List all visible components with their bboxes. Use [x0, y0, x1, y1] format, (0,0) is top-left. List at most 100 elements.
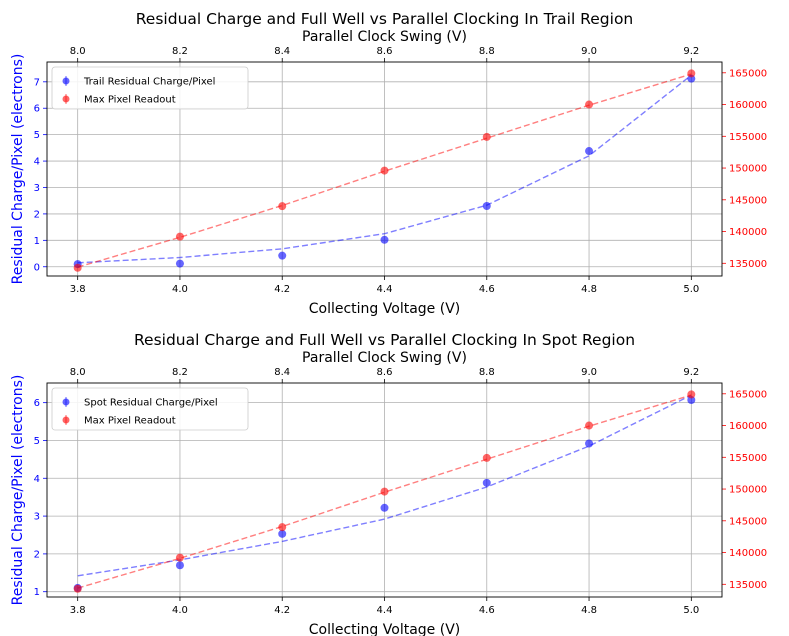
x-tick-label: 4.6: [479, 284, 495, 295]
x-tick-label: 4.2: [274, 605, 290, 616]
residual-charge-point: [380, 503, 389, 512]
y2-tick-label: 135000: [729, 259, 767, 270]
legend-marker: [62, 95, 70, 103]
y-tick-label: 4: [34, 474, 40, 485]
y-tick-label: 2: [34, 209, 40, 220]
x2-tick-label: 8.2: [172, 46, 188, 57]
legend-marker: [62, 77, 70, 85]
y2-tick-label: 155000: [729, 453, 767, 464]
x-tick-label: 4.8: [581, 284, 597, 295]
y-tick-label: 0: [34, 262, 40, 273]
x2-tick-label: 8.0: [70, 46, 86, 57]
y-tick-label: 5: [34, 130, 40, 141]
y2-tick-label: 155000: [729, 132, 767, 143]
y-tick-label: 4: [34, 157, 40, 168]
x-tick-label: 4.4: [377, 605, 393, 616]
chart-panel-1: 3.8 8.0 4.0 8.2 4.2 8.4 4.4 8.6 4.6 8.8 4.8 9.0 5.0 9…: [10, 10, 767, 317]
y2-tick-label: 150000: [729, 485, 767, 496]
max-pixel-readout-point: [278, 523, 287, 532]
chart-panel-2: 3.8 8.0 4.0 8.2 4.2 8.4 4.4 8.6 4.6 8.8 4.8 9.0 5.0 9…: [10, 331, 767, 636]
y-tick-label: 6: [34, 104, 40, 115]
y-tick-label: 7: [34, 77, 40, 88]
x-tick-label: 4.6: [479, 605, 495, 616]
y-tick-label: 3: [34, 183, 40, 194]
x2-tick-label: 8.8: [479, 367, 495, 378]
x2-tick-label: 9.0: [581, 367, 597, 378]
legend-label: Max Pixel Readout: [84, 416, 176, 427]
residual-charge-point: [175, 561, 184, 570]
max-pixel-readout-point: [380, 166, 389, 175]
y2-tick-label: 150000: [729, 164, 767, 175]
x2-tick-label: 8.6: [377, 46, 393, 57]
y-tick-label: 6: [34, 398, 40, 409]
residual-charge-point: [278, 251, 287, 260]
x2-tick-label: 8.6: [377, 367, 393, 378]
y2-tick-label: 145000: [729, 516, 767, 527]
x-tick-label: 4.0: [172, 284, 188, 295]
x2-tick-label: 8.8: [479, 46, 495, 57]
residual-charge-point: [585, 147, 594, 156]
legend-label: Trail Residual Charge/Pixel: [83, 77, 215, 88]
chart-title: Residual Charge and Full Well vs Paralle…: [134, 331, 635, 349]
legend-label: Spot Residual Charge/Pixel: [84, 398, 218, 409]
y-tick-label: 3: [34, 512, 40, 523]
y2-tick-label: 145000: [729, 195, 767, 206]
top-axis-label: Parallel Clock Swing (V): [302, 350, 467, 366]
max-pixel-readout-point: [687, 69, 696, 78]
legend-box: [51, 66, 249, 110]
axes-frame: [46, 61, 723, 277]
chart-title: Residual Charge and Full Well vs Paralle…: [136, 10, 634, 28]
x-tick-label: 4.2: [274, 284, 290, 295]
max-pixel-readout-point: [278, 202, 287, 211]
x2-tick-label: 8.2: [172, 367, 188, 378]
x2-tick-label: 9.0: [581, 46, 597, 57]
residual-charge-point: [482, 478, 491, 487]
x-tick-label: 4.8: [581, 605, 597, 616]
y2-tick-label: 160000: [729, 421, 767, 432]
y-tick-label: 2: [34, 549, 40, 560]
residual-charge-point: [482, 201, 491, 210]
max-pixel-readout-point: [175, 553, 184, 562]
x2-tick-label: 8.4: [274, 367, 290, 378]
fit-line-residual-charge: [77, 74, 692, 264]
legend-marker: [62, 398, 70, 406]
x2-tick-label: 8.4: [274, 46, 290, 57]
max-pixel-readout-point: [687, 390, 696, 399]
x-tick-label: 4.0: [172, 605, 188, 616]
x-tick-label: 5.0: [683, 284, 699, 295]
max-pixel-readout-point: [73, 263, 82, 272]
y2-tick-label: 135000: [729, 580, 767, 591]
residual-charge-point: [585, 439, 594, 448]
residual-charge-point: [687, 396, 696, 405]
legend-label: Max Pixel Readout: [84, 95, 176, 106]
x-tick-label: 3.8: [70, 605, 86, 616]
residual-charge-point: [278, 529, 287, 538]
y2-tick-label: 165000: [729, 389, 767, 400]
x-tick-label: 4.4: [377, 284, 393, 295]
legend-box: [51, 387, 249, 431]
x2-tick-label: 8.0: [70, 367, 86, 378]
x2-tick-label: 9.2: [683, 367, 699, 378]
axes-frame: [46, 382, 723, 598]
x-axis-label: Collecting Voltage (V): [309, 622, 460, 636]
legend: Spot Residual Charge/Pixel Max Pixel Read…: [51, 387, 249, 431]
y2-tick-label: 165000: [729, 68, 767, 79]
y2-tick-label: 140000: [729, 548, 767, 559]
max-pixel-readout-point: [585, 100, 594, 109]
residual-charge-point: [380, 235, 389, 244]
max-pixel-readout-point: [585, 421, 594, 430]
y2-tick-label: 140000: [729, 227, 767, 238]
legend: Trail Residual Charge/Pixel Max Pixel Rea…: [51, 66, 249, 110]
y2-tick-label: 160000: [729, 100, 767, 111]
y-tick-label: 5: [34, 436, 40, 447]
x2-tick-label: 9.2: [683, 46, 699, 57]
max-pixel-readout-point: [175, 232, 184, 241]
x-axis-label: Collecting Voltage (V): [309, 301, 460, 317]
max-pixel-readout-point: [73, 584, 82, 593]
top-axis-label: Parallel Clock Swing (V): [302, 29, 467, 45]
max-pixel-readout-point: [482, 132, 491, 141]
x-tick-label: 5.0: [683, 605, 699, 616]
y-tick-label: 1: [34, 587, 40, 598]
y-axis-label: Residual Charge/Pixel (electrons): [10, 375, 26, 606]
